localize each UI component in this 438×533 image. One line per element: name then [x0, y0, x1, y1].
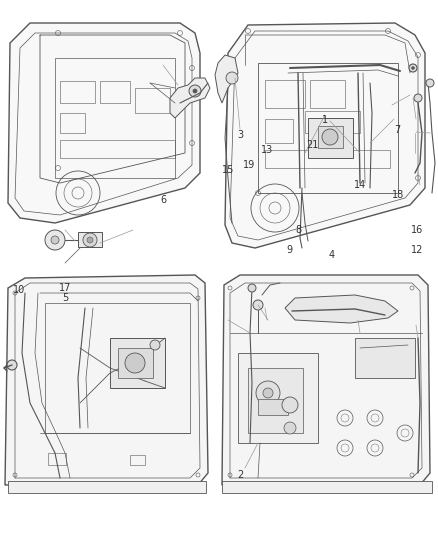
Text: 19: 19	[243, 160, 255, 170]
Polygon shape	[222, 275, 430, 485]
Bar	[265, 80, 305, 108]
Polygon shape	[215, 55, 238, 103]
Bar	[305, 111, 360, 133]
Text: 12: 12	[411, 245, 423, 255]
Circle shape	[193, 89, 197, 93]
Circle shape	[150, 340, 160, 350]
Circle shape	[253, 300, 263, 310]
Circle shape	[409, 64, 417, 72]
Circle shape	[248, 284, 256, 292]
Circle shape	[45, 230, 65, 250]
Bar	[100, 81, 130, 103]
Bar	[8, 481, 206, 493]
Bar	[258, 399, 288, 415]
Text: 16: 16	[411, 225, 423, 235]
Bar	[135, 88, 170, 113]
Circle shape	[125, 353, 145, 373]
Bar	[248, 368, 303, 433]
Text: 4: 4	[329, 250, 335, 260]
Bar	[238, 353, 318, 443]
Bar	[110, 338, 165, 388]
Bar	[60, 140, 175, 158]
Polygon shape	[8, 23, 200, 223]
Bar	[45, 303, 190, 433]
Bar	[130, 455, 145, 465]
Bar	[308, 118, 353, 158]
Text: 14: 14	[354, 180, 366, 190]
Circle shape	[189, 85, 201, 97]
Circle shape	[226, 72, 238, 84]
Polygon shape	[5, 275, 208, 485]
Text: 8: 8	[295, 225, 301, 235]
Bar	[265, 150, 390, 168]
Circle shape	[322, 129, 338, 145]
Bar	[318, 126, 343, 148]
Bar	[48, 453, 66, 465]
Circle shape	[263, 388, 273, 398]
Text: 2: 2	[237, 470, 243, 480]
Polygon shape	[170, 78, 210, 118]
Circle shape	[411, 67, 414, 69]
Circle shape	[282, 397, 298, 413]
Bar	[118, 348, 153, 378]
Circle shape	[87, 237, 93, 243]
Circle shape	[426, 79, 434, 87]
Bar	[310, 80, 345, 108]
Bar	[60, 113, 85, 133]
Bar	[60, 81, 95, 103]
Text: 17: 17	[59, 283, 71, 293]
Bar	[78, 232, 102, 247]
Circle shape	[256, 381, 280, 405]
Bar	[222, 481, 432, 493]
Circle shape	[414, 94, 422, 102]
Text: 21: 21	[306, 140, 318, 150]
Text: 6: 6	[160, 195, 166, 205]
Bar	[55, 58, 175, 178]
Text: 10: 10	[13, 285, 25, 295]
Polygon shape	[225, 23, 425, 248]
Circle shape	[7, 360, 17, 370]
Text: 3: 3	[237, 130, 243, 140]
Text: 5: 5	[62, 293, 68, 303]
Circle shape	[83, 233, 97, 247]
Bar	[265, 119, 293, 143]
Bar	[258, 63, 398, 193]
Text: 13: 13	[261, 145, 273, 155]
Polygon shape	[285, 295, 398, 323]
Text: 1: 1	[322, 115, 328, 125]
Text: 18: 18	[392, 190, 404, 200]
Text: 15: 15	[222, 165, 234, 175]
Bar	[355, 338, 415, 378]
Circle shape	[284, 422, 296, 434]
Text: 7: 7	[394, 125, 400, 135]
Circle shape	[51, 236, 59, 244]
Text: 9: 9	[286, 245, 292, 255]
